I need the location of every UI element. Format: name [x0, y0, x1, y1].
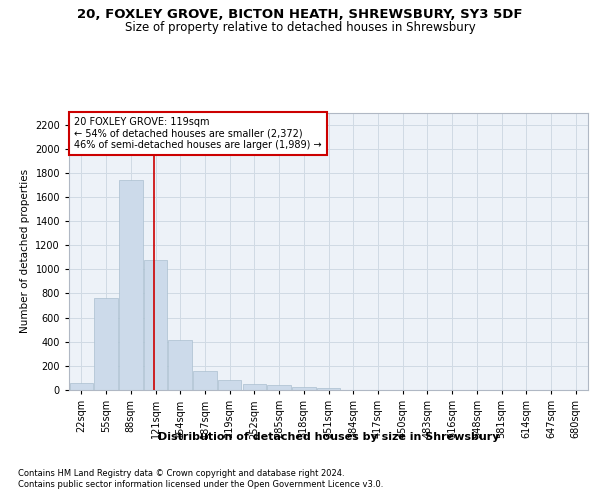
Bar — [317, 388, 340, 390]
Bar — [292, 386, 316, 390]
Bar — [193, 372, 217, 390]
Bar — [242, 384, 266, 390]
Text: 20 FOXLEY GROVE: 119sqm
← 54% of detached houses are smaller (2,372)
46% of semi: 20 FOXLEY GROVE: 119sqm ← 54% of detache… — [74, 116, 322, 150]
Text: 20, FOXLEY GROVE, BICTON HEATH, SHREWSBURY, SY3 5DF: 20, FOXLEY GROVE, BICTON HEATH, SHREWSBU… — [77, 8, 523, 20]
Text: Contains public sector information licensed under the Open Government Licence v3: Contains public sector information licen… — [18, 480, 383, 489]
Text: Distribution of detached houses by size in Shrewsbury: Distribution of detached houses by size … — [158, 432, 500, 442]
Bar — [144, 260, 167, 390]
Text: Size of property relative to detached houses in Shrewsbury: Size of property relative to detached ho… — [125, 21, 475, 34]
Text: Contains HM Land Registry data © Crown copyright and database right 2024.: Contains HM Land Registry data © Crown c… — [18, 469, 344, 478]
Bar — [94, 298, 118, 390]
Bar — [268, 386, 291, 390]
Bar — [70, 384, 93, 390]
Bar — [169, 340, 192, 390]
Bar — [119, 180, 143, 390]
Y-axis label: Number of detached properties: Number of detached properties — [20, 169, 29, 334]
Bar — [218, 380, 241, 390]
